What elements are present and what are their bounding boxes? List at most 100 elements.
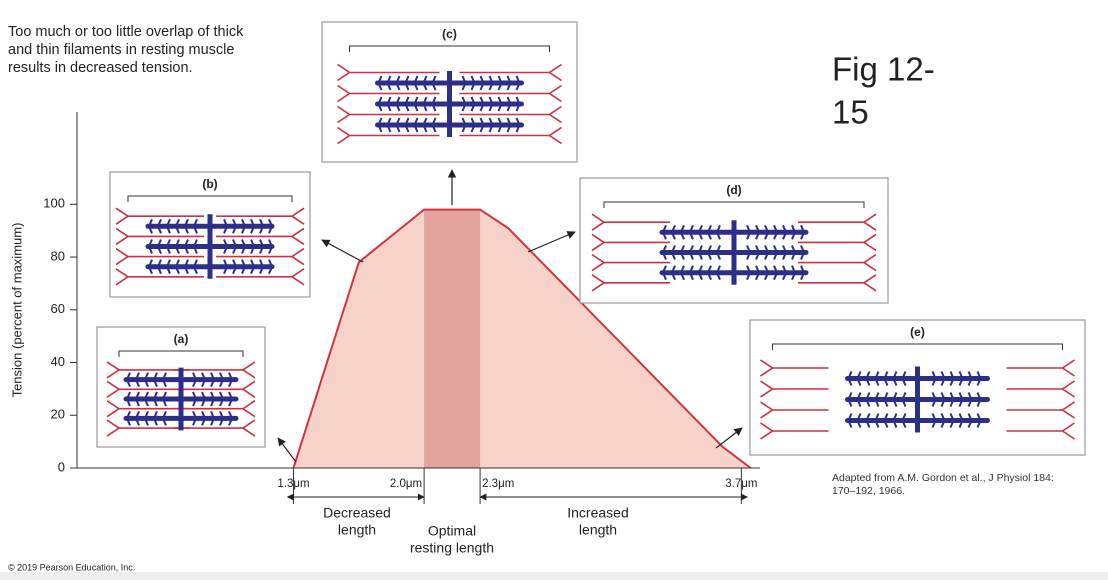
cross-bridge: [134, 372, 140, 388]
z-line: [337, 84, 351, 103]
cross-bridge: [386, 96, 392, 112]
z-line: [106, 380, 121, 398]
cross-bridge: [250, 239, 256, 254]
z-line: [591, 213, 606, 231]
bracket: [127, 195, 293, 202]
cross-bridge: [670, 245, 676, 260]
bracket: [349, 45, 550, 52]
z-line: [106, 400, 121, 418]
cross-bridge: [232, 218, 238, 234]
cross-bridge: [125, 372, 131, 388]
cross-bridge: [413, 75, 419, 91]
z-line: [290, 207, 305, 225]
cross-bridge: [949, 371, 955, 386]
cross-bridge: [143, 410, 149, 426]
cross-bridge: [901, 413, 907, 428]
z-line: [115, 227, 130, 246]
z-line: [241, 380, 256, 398]
footer-strip: [0, 572, 1108, 580]
z-line: [337, 126, 351, 145]
cross-bridge: [386, 75, 392, 91]
cross-bridge: [134, 410, 140, 426]
cross-bridge: [901, 371, 907, 386]
cross-bridge: [377, 117, 383, 133]
cross-bridge: [679, 265, 685, 281]
z-line: [591, 253, 606, 272]
cross-bridge: [697, 224, 703, 240]
cross-bridge: [219, 391, 225, 407]
z-line: [591, 233, 606, 252]
cross-bridge: [715, 245, 721, 260]
cross-bridge: [431, 75, 437, 91]
cross-bridge: [192, 391, 198, 407]
figure-label: 15: [832, 94, 869, 131]
panel-label: (d): [726, 183, 741, 197]
cross-bridge: [404, 117, 410, 133]
cross-bridge: [152, 410, 158, 426]
z-line: [862, 253, 877, 272]
cross-bridge: [404, 75, 410, 91]
cross-bridge: [800, 224, 806, 240]
cross-bridge: [800, 265, 806, 281]
cross-bridge: [161, 410, 167, 426]
cross-bridge: [479, 96, 485, 112]
cross-bridge: [874, 392, 880, 407]
cross-bridge: [161, 391, 167, 407]
cross-bridge: [515, 75, 521, 91]
cross-bridge: [931, 392, 937, 407]
cross-bridge: [152, 391, 158, 407]
optimal-label: resting length: [410, 540, 494, 556]
cross-bridge: [147, 259, 153, 275]
z-line: [106, 419, 121, 437]
cross-bridge: [156, 259, 162, 275]
z-line: [862, 274, 877, 292]
area-fill: [293, 209, 751, 468]
cross-bridge: [661, 245, 667, 260]
cross-bridge: [470, 96, 476, 112]
cross-bridge: [201, 372, 207, 388]
cross-bridge: [976, 371, 982, 386]
cross-bridge: [147, 239, 153, 254]
cross-bridge: [192, 372, 198, 388]
z-line: [290, 227, 305, 246]
cross-bridge: [422, 117, 428, 133]
cross-bridge: [506, 96, 512, 112]
cross-bridge: [847, 371, 853, 386]
z-line: [862, 213, 877, 231]
cross-bridge: [497, 96, 503, 112]
cross-bridge: [470, 117, 476, 133]
pointer-arrow: [715, 427, 743, 449]
cross-bridge: [755, 224, 761, 240]
cross-bridge: [219, 372, 225, 388]
cross-bridge: [679, 245, 685, 260]
x-tick-label: 3.7μm: [725, 478, 757, 490]
cross-bridge: [791, 245, 797, 260]
cross-bridge: [706, 224, 712, 240]
cross-bridge: [506, 75, 512, 91]
cross-bridge: [940, 392, 946, 407]
cross-bridge: [219, 410, 225, 426]
cross-bridge: [976, 392, 982, 407]
cross-bridge: [706, 245, 712, 260]
cross-bridge: [395, 96, 401, 112]
panel-label: (b): [202, 177, 217, 191]
z-line: [1061, 422, 1075, 440]
panel-label: (c): [442, 27, 457, 41]
cross-bridge: [697, 245, 703, 260]
cross-bridge: [210, 391, 216, 407]
cross-bridge: [125, 391, 131, 407]
cross-bridge: [958, 392, 964, 407]
cross-bridge: [782, 245, 788, 260]
cross-bridge: [688, 224, 694, 240]
cross-bridge: [470, 75, 476, 91]
cross-bridge: [865, 371, 871, 386]
cross-bridge: [688, 265, 694, 281]
cross-bridge: [773, 245, 779, 260]
cross-bridge: [156, 218, 162, 234]
increased-label: Increased: [567, 505, 628, 521]
cross-bridge: [259, 239, 265, 254]
caption: results in decreased tension.: [8, 60, 193, 76]
z-line: [862, 233, 877, 252]
